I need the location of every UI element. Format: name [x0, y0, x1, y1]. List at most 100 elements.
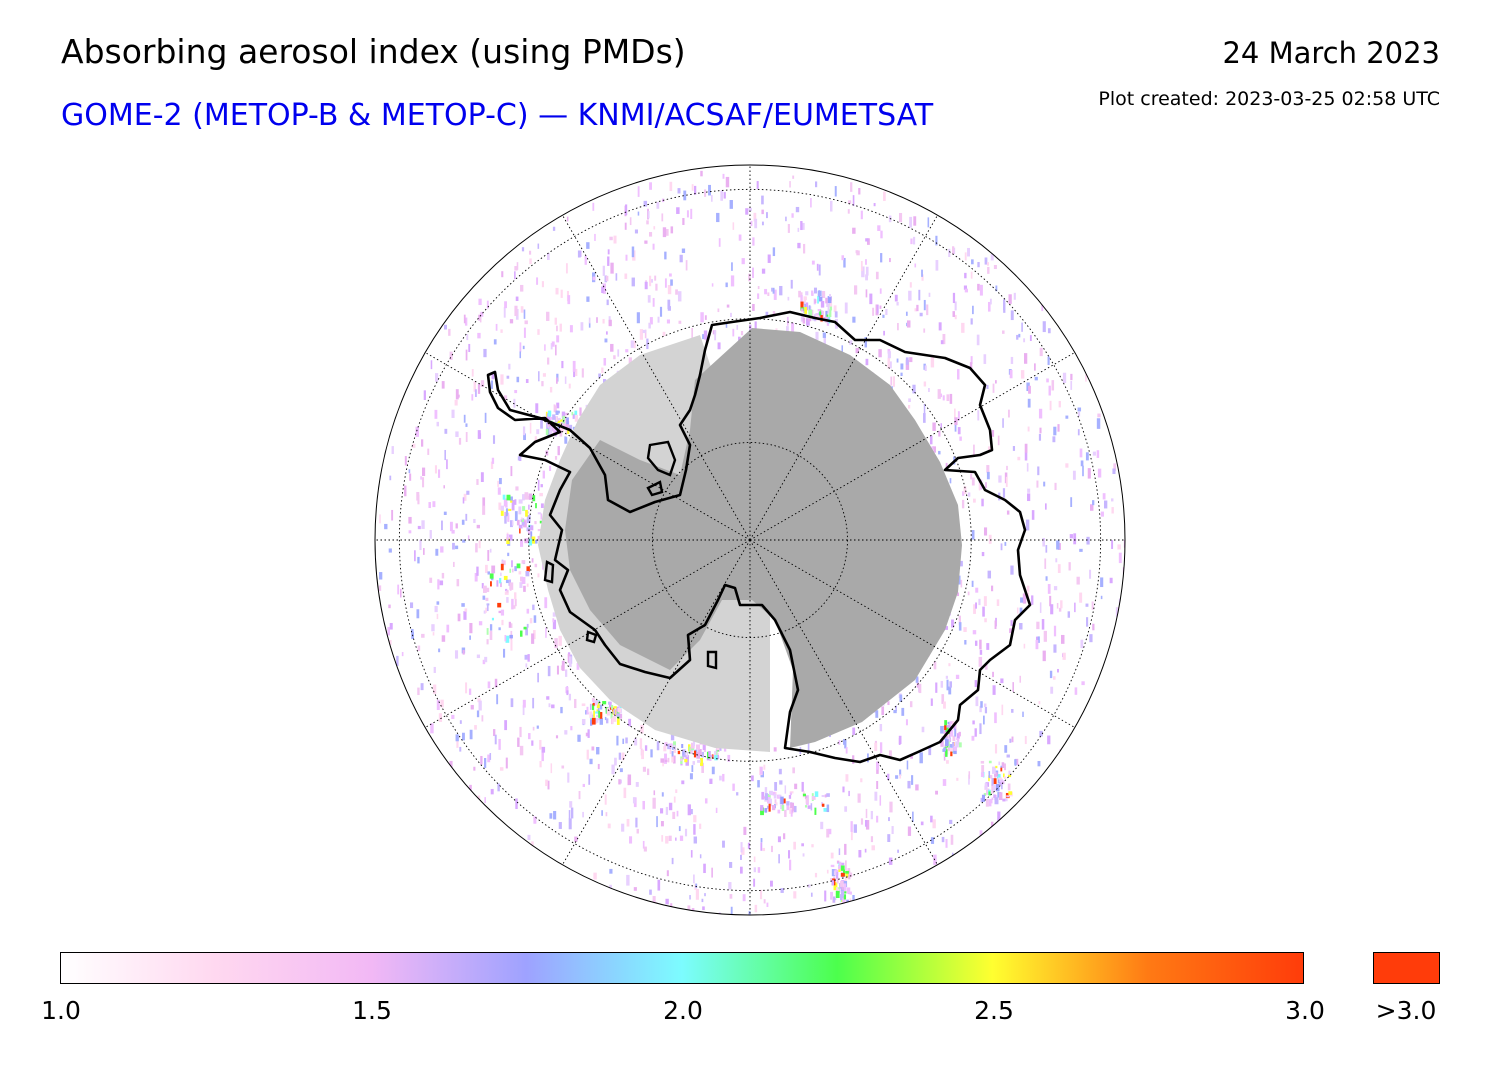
aerosol-pixel — [752, 237, 755, 246]
aerosol-pixel — [841, 255, 845, 261]
aerosol-pixel — [729, 200, 733, 209]
aerosol-pixel — [732, 222, 735, 230]
aerosol-pixel — [928, 746, 932, 756]
aerosol-pixel — [505, 579, 509, 584]
aerosol-pixel — [677, 188, 681, 194]
aerosol-pixel — [714, 330, 717, 341]
aerosol-pixel — [959, 560, 963, 567]
aerosol-pixel — [540, 484, 543, 488]
aerosol-pixel — [534, 521, 537, 525]
aerosol-pixel — [729, 861, 733, 868]
aerosol-pixel — [808, 305, 811, 311]
aerosol-pixel — [665, 229, 669, 236]
aerosol-pixel — [779, 780, 783, 785]
aerosol-pixel — [498, 627, 501, 631]
aerosol-pixel — [764, 808, 768, 813]
aerosol-pixel — [662, 759, 664, 767]
aerosol-pixel — [582, 783, 585, 788]
aerosol-pixel — [898, 735, 902, 745]
aerosol-pixel — [539, 520, 543, 524]
aerosol-pixel — [876, 780, 879, 789]
aerosol-pixel — [675, 789, 678, 793]
aerosol-pixel — [928, 292, 931, 297]
aerosol-pixel — [701, 898, 704, 903]
aerosol-pixel — [1041, 619, 1045, 630]
aerosol-pixel — [729, 894, 733, 899]
aerosol-pixel — [519, 342, 522, 353]
aerosol-pixel — [540, 503, 544, 508]
aerosol-pixel — [579, 407, 582, 416]
aerosol-pixel — [462, 650, 465, 655]
aerosol-pixel — [946, 394, 950, 402]
aerosol-pixel — [944, 626, 949, 630]
aerosol-pixel — [1016, 334, 1019, 340]
aerosol-pixel — [477, 332, 481, 339]
aerosol-pixel — [378, 585, 382, 591]
aerosol-pixel — [414, 550, 416, 562]
aerosol-pixel — [1019, 675, 1022, 683]
aerosol-pixel — [1034, 363, 1036, 371]
aerosol-pixel — [883, 191, 886, 201]
aerosol-pixel — [888, 750, 892, 757]
aerosol-pixel — [525, 509, 528, 517]
aerosol-pixel — [612, 715, 617, 722]
aerosol-pixel — [490, 380, 494, 389]
aerosol-pixel — [895, 775, 899, 779]
aerosol-pixel — [526, 515, 531, 524]
aerosol-pixel — [954, 417, 958, 426]
aerosol-pixel — [817, 290, 822, 297]
aerosol-pixel — [551, 341, 555, 347]
aerosol-pixel — [607, 249, 610, 255]
aerosol-pixel — [489, 624, 493, 631]
aerosol-pixel — [596, 746, 600, 755]
aerosol-pixel — [455, 734, 459, 742]
aerosol-pixel — [821, 795, 825, 798]
aerosol-pixel — [787, 296, 790, 301]
aerosol-pixel — [547, 780, 550, 790]
aerosol-pixel — [753, 878, 756, 887]
aerosol-pixel — [430, 723, 434, 734]
aerosol-pixel — [783, 798, 786, 804]
aerosol-pixel — [646, 768, 650, 776]
aerosol-pixel — [740, 330, 744, 336]
aerosol-pixel — [850, 830, 853, 841]
aerosol-pixel — [496, 694, 499, 705]
aerosol-pixel — [805, 302, 809, 311]
aerosol-pixel — [1017, 456, 1021, 461]
aerosol-pixel — [678, 826, 681, 832]
aerosol-pixel — [757, 867, 761, 873]
aerosol-pixel — [984, 703, 987, 707]
aerosol-pixel — [873, 203, 876, 207]
aerosol-pixel — [505, 501, 508, 508]
aerosol-pixel — [1053, 426, 1057, 436]
aerosol-pixel — [611, 704, 614, 710]
aerosol-pixel — [661, 792, 664, 797]
aerosol-pixel — [732, 328, 735, 337]
aerosol-pixel — [754, 321, 757, 333]
aerosol-pixel — [675, 837, 677, 841]
aerosol-pixel — [510, 639, 513, 651]
aerosol-pixel — [848, 200, 852, 204]
aerosol-pixel — [534, 563, 538, 568]
aerosol-pixel — [568, 818, 572, 830]
aerosol-pixel — [500, 582, 502, 588]
aerosol-pixel — [945, 675, 949, 679]
aerosol-pixel — [621, 752, 625, 761]
aerosol-pixel — [593, 872, 597, 880]
aerosol-pixel — [523, 585, 526, 592]
aerosol-pixel — [800, 292, 803, 296]
aerosol-pixel — [560, 289, 563, 298]
aerosol-pixel — [602, 318, 605, 324]
aerosol-pixel — [954, 424, 957, 432]
aerosol-pixel — [830, 864, 835, 868]
aerosol-pixel — [497, 487, 501, 495]
aerosol-pixel — [778, 854, 780, 864]
aerosol-pixel — [790, 802, 794, 809]
aerosol-pixel — [833, 871, 837, 876]
aerosol-pixel — [971, 735, 975, 741]
map-title: Absorbing aerosol index (using PMDs) — [61, 32, 686, 71]
aerosol-pixel — [847, 209, 850, 214]
aerosol-pixel — [1056, 540, 1060, 550]
aerosol-pixel — [777, 809, 781, 814]
aerosol-pixel — [449, 760, 453, 770]
